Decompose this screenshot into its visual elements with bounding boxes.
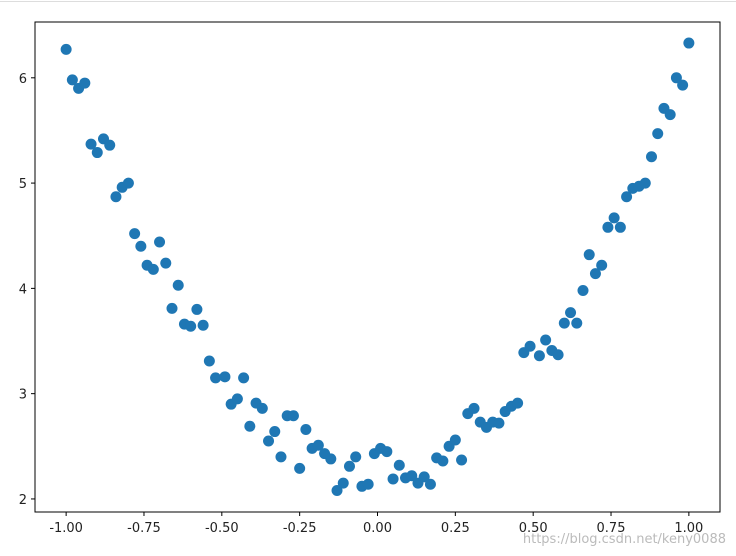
point — [104, 139, 116, 151]
point — [154, 236, 166, 248]
point — [621, 191, 633, 203]
point — [219, 371, 231, 383]
point — [602, 221, 614, 233]
point — [85, 138, 97, 150]
point — [406, 470, 418, 482]
point — [166, 302, 178, 314]
point — [393, 459, 405, 471]
point — [122, 177, 134, 189]
point — [60, 43, 72, 55]
point — [312, 439, 324, 451]
point — [614, 221, 626, 233]
point — [287, 410, 299, 422]
point — [362, 478, 374, 490]
point — [646, 151, 657, 163]
y-tick-label: 5 — [19, 177, 27, 192]
point — [160, 257, 172, 269]
point — [583, 249, 595, 261]
point — [172, 279, 184, 291]
y-tick-label: 6 — [19, 72, 27, 87]
point — [424, 478, 436, 490]
x-tick-label: -0.25 — [283, 521, 317, 536]
point — [589, 268, 601, 280]
point — [468, 402, 480, 414]
point — [135, 240, 147, 252]
x-tick-label: 0.50 — [519, 521, 548, 536]
point — [558, 317, 570, 329]
point — [256, 402, 268, 414]
x-tick-label: -1.00 — [49, 521, 83, 536]
point — [608, 212, 620, 224]
x-tick-label: 0.25 — [441, 521, 470, 536]
point — [210, 372, 222, 384]
x-tick-label: -0.75 — [127, 521, 161, 536]
point — [110, 191, 122, 203]
point — [263, 435, 275, 447]
point — [337, 477, 349, 489]
point — [565, 307, 577, 319]
point — [66, 74, 78, 86]
point — [577, 284, 589, 296]
point — [524, 340, 536, 352]
point — [670, 72, 682, 84]
point — [343, 460, 355, 472]
point — [571, 317, 583, 329]
point — [129, 228, 141, 240]
point — [683, 37, 695, 49]
point — [231, 393, 243, 405]
point — [512, 397, 524, 409]
point — [437, 455, 449, 467]
point — [238, 372, 250, 384]
point — [331, 485, 343, 497]
point — [639, 177, 651, 189]
point — [418, 471, 430, 483]
point — [540, 334, 552, 346]
point — [294, 462, 306, 474]
point — [664, 109, 676, 121]
y-tick-label: 3 — [19, 388, 27, 403]
point — [652, 128, 664, 140]
point — [596, 259, 608, 271]
point — [147, 263, 159, 275]
point — [91, 147, 103, 159]
point — [350, 451, 362, 463]
point — [387, 473, 399, 485]
point — [677, 79, 689, 91]
point — [552, 349, 564, 361]
point — [381, 446, 393, 458]
point — [197, 319, 209, 331]
point — [269, 426, 281, 438]
x-tick-label: 1.00 — [674, 521, 703, 536]
point — [275, 451, 287, 463]
y-tick-label: 4 — [19, 282, 27, 297]
x-tick-label: -0.50 — [205, 521, 239, 536]
watermark: https://blog.csdn.net/keny0088 — [523, 532, 726, 547]
point — [79, 77, 91, 89]
point — [191, 303, 203, 315]
point — [533, 350, 545, 362]
axes-frame — [34, 21, 721, 513]
x-tick-label: 0.00 — [363, 521, 392, 536]
point — [456, 454, 468, 466]
point — [493, 417, 505, 429]
x-tick-label: 0.75 — [597, 521, 626, 536]
point — [325, 453, 337, 465]
point — [449, 434, 461, 446]
y-tick-label: 2 — [19, 493, 27, 508]
point — [244, 420, 256, 432]
point — [185, 320, 197, 332]
point — [300, 423, 312, 435]
point — [203, 355, 215, 367]
